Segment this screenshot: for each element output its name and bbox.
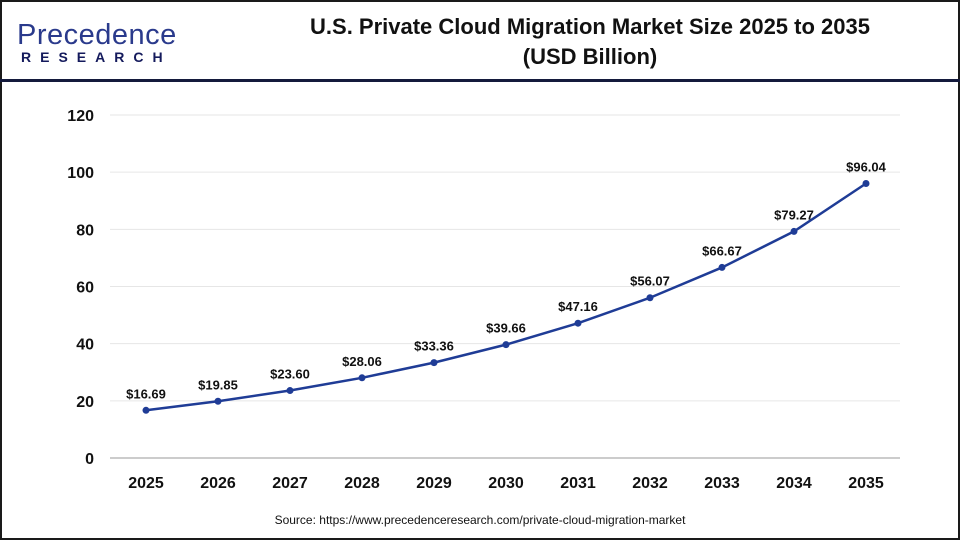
logo: Precedence RESEARCH	[17, 20, 177, 64]
data-point	[286, 387, 294, 395]
x-tick-label: 2034	[776, 475, 812, 492]
data-label: $16.69	[126, 386, 166, 401]
data-label: $19.85	[198, 377, 238, 392]
data-point	[718, 263, 726, 271]
title-line-2: (USD Billion)	[522, 44, 658, 69]
y-tick-label: 120	[67, 108, 94, 125]
x-tick-label: 2035	[848, 475, 884, 492]
x-tick-label: 2031	[560, 475, 596, 492]
y-tick-label: 20	[76, 394, 94, 411]
data-label: $47.16	[558, 299, 598, 314]
data-point	[646, 294, 654, 302]
data-point	[430, 359, 438, 367]
data-point	[862, 179, 870, 187]
data-point	[358, 374, 366, 382]
data-point	[142, 406, 150, 414]
data-label: $96.04	[846, 159, 887, 174]
data-label: $23.60	[270, 367, 310, 382]
x-tick-label: 2029	[416, 475, 452, 492]
data-point	[502, 341, 510, 349]
data-point	[574, 319, 582, 327]
y-tick-label: 100	[67, 165, 94, 182]
data-label: $56.07	[630, 274, 670, 289]
data-label: $39.66	[486, 321, 526, 336]
data-point	[790, 227, 798, 235]
data-label: $28.06	[342, 354, 382, 369]
y-tick-label: 40	[76, 337, 94, 354]
y-tick-label: 60	[76, 280, 94, 297]
header-divider	[0, 79, 960, 82]
series-line	[145, 182, 867, 412]
y-tick-label: 80	[76, 222, 94, 239]
x-tick-label: 2028	[344, 475, 380, 492]
x-tick-label: 2026	[200, 475, 236, 492]
logo-main-text: Precedence	[17, 19, 177, 51]
y-tick-label: 0	[85, 451, 94, 468]
x-tick-label: 2025	[128, 475, 164, 492]
data-label: $66.67	[702, 243, 742, 258]
x-tick-label: 2033	[704, 475, 740, 492]
chart-title: U.S. Private Cloud Migration Market Size…	[230, 12, 950, 72]
x-tick-label: 2030	[488, 475, 524, 492]
x-tick-label: 2032	[632, 475, 668, 492]
data-label: $79.27	[774, 207, 814, 222]
x-tick-label: 2027	[272, 475, 308, 492]
title-line-1: U.S. Private Cloud Migration Market Size…	[310, 14, 870, 39]
data-point	[214, 397, 222, 405]
data-label: $33.36	[414, 339, 454, 354]
logo-sub-text: RESEARCH	[21, 49, 172, 65]
source-text: Source: https://www.precedenceresearch.c…	[274, 513, 686, 527]
